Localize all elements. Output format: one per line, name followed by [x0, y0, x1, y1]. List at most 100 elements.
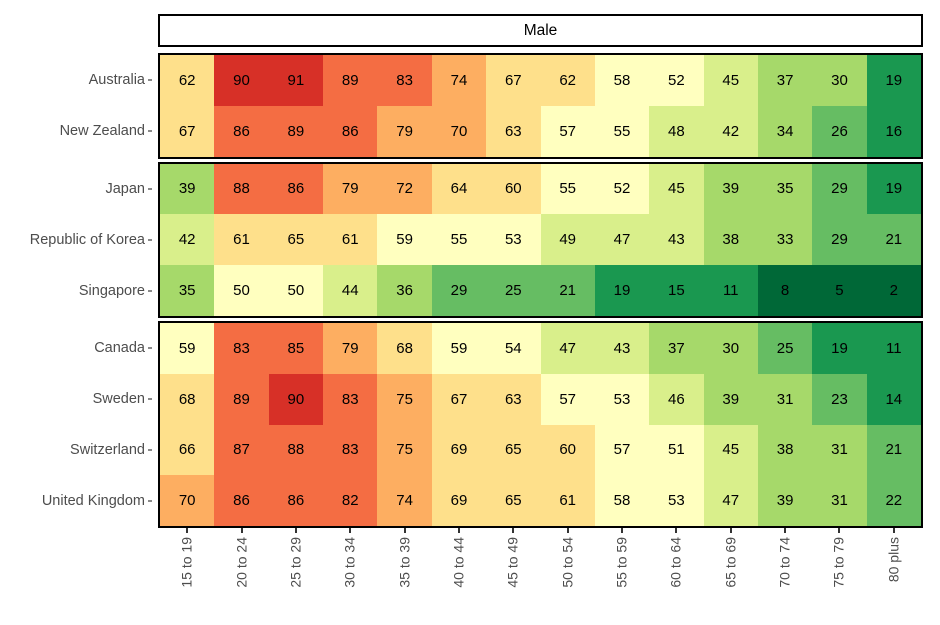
- row-label: Canada: [94, 340, 145, 357]
- heatmap-cell: 22: [866, 475, 921, 527]
- x-axis-label: 45 to 49: [504, 537, 521, 588]
- x-axis-label: 65 to 69: [722, 537, 739, 588]
- x-axis-label: 75 to 79: [831, 537, 848, 588]
- heatmap-cell: 19: [812, 322, 867, 374]
- x-axis-label: 35 to 39: [396, 537, 413, 588]
- heatmap-cell: 42: [703, 105, 758, 157]
- heatmap-cell: 58: [594, 55, 650, 106]
- heatmap-cell: 39: [160, 163, 215, 215]
- heatmap-cell: 55: [594, 105, 650, 157]
- heatmap-cell: 39: [757, 475, 813, 527]
- y-axis-tick: [148, 347, 152, 350]
- row-label-container: Canada: [2, 323, 156, 374]
- label-group-0: Australia New Zealand: [0, 53, 158, 159]
- heatmap-cell: 67: [486, 55, 541, 106]
- x-axis-label: 80 plus: [885, 537, 902, 583]
- heatmap-cell: 75: [377, 373, 432, 425]
- x-axis-tick: [240, 528, 243, 534]
- heatmap-cell: 11: [866, 322, 921, 374]
- heatmap-cell: 25: [486, 265, 541, 316]
- x-axis-tick: [294, 528, 297, 534]
- heatmap-cell: 19: [866, 55, 921, 106]
- x-axis-label: 30 to 34: [341, 537, 358, 588]
- y-axis-tick: [148, 398, 152, 401]
- heatmap-panels: 62 90 91 89 83 74 67 62 58 52 45 37 30 19 67 86 89 86 79 70…: [158, 53, 923, 531]
- heatmap-cell: 70: [160, 475, 215, 527]
- heatmap-cell: 23: [812, 373, 867, 425]
- heatmap-cell: 57: [540, 105, 595, 157]
- heatmap-cell: 89: [323, 55, 378, 106]
- heatmap-cell: 51: [649, 424, 704, 476]
- x-axis-tick: [675, 528, 678, 534]
- heatmap-cell: 79: [323, 163, 378, 215]
- heatmap-cell: 62: [160, 55, 215, 106]
- heatmap-cell: 42: [160, 214, 215, 266]
- row-label-container: Switzerland: [2, 425, 156, 476]
- heatmap-cell: 49: [540, 214, 595, 266]
- heatmap-cell: 83: [323, 373, 378, 425]
- heatmap-cell: 38: [757, 424, 813, 476]
- row-label-container: Australia: [2, 55, 156, 106]
- facet-panel-2: 59 83 85 79 68 59 54 47 43 37 30 25 19 11 68 89 90 83 75 67…: [158, 320, 923, 529]
- y-axis-tick: [148, 187, 152, 190]
- heatmap-cell: 90: [268, 373, 324, 425]
- x-axis-label: 50 to 54: [559, 537, 576, 588]
- heatmap-cell: 83: [377, 55, 432, 106]
- heatmap-cell: 90: [214, 55, 269, 106]
- heatmap-cell: 72: [377, 163, 432, 215]
- heatmap-cell: 59: [431, 322, 487, 374]
- y-axis-tick: [148, 499, 152, 502]
- row-label: Japan: [105, 180, 145, 197]
- x-axis-tick: [512, 528, 515, 534]
- heatmap-cell: 47: [540, 322, 595, 374]
- facet-strip-label: Male: [523, 21, 558, 39]
- x-axis-label: 25 to 29: [287, 537, 304, 588]
- heatmap-cell: 61: [323, 214, 378, 266]
- heatmap-cell: 61: [214, 214, 269, 266]
- heatmap-cell: 85: [268, 322, 324, 374]
- heatmap-cell: 70: [431, 105, 487, 157]
- heatmap-cell: 60: [540, 424, 595, 476]
- heatmap-cell: 44: [323, 265, 378, 316]
- heatmap-cell: 21: [866, 214, 921, 266]
- x-axis-tick: [566, 528, 569, 534]
- row-label-container: Sweden: [2, 374, 156, 425]
- heatmap-cell: 29: [431, 265, 487, 316]
- heatmap-cell: 47: [594, 214, 650, 266]
- x-axis-tick: [838, 528, 841, 534]
- heatmap-cell: 65: [268, 214, 324, 266]
- heatmap-cell: 53: [486, 214, 541, 266]
- heatmap-cell: 30: [812, 55, 867, 106]
- facet-strip-male: Male: [158, 14, 923, 47]
- x-axis-label: 40 to 44: [450, 537, 467, 588]
- heatmap-row: 67 86 89 86 79 70 63 57 55 48 42 34 26 16: [160, 105, 921, 157]
- heatmap-cell: 35: [757, 163, 813, 215]
- heatmap-row: 59 83 85 79 68 59 54 47 43 37 30 25 19 11: [160, 322, 921, 374]
- heatmap-cell: 65: [486, 424, 541, 476]
- heatmap-cell: 58: [594, 475, 650, 527]
- heatmap-cell: 68: [377, 322, 432, 374]
- heatmap-cell: 53: [649, 475, 704, 527]
- heatmap-cell: 14: [866, 373, 921, 425]
- heatmap-cell: 57: [540, 373, 595, 425]
- row-label: Switzerland: [70, 441, 145, 458]
- heatmap-row: 39 88 86 79 72 64 60 55 52 45 39 35 29 19: [160, 163, 921, 215]
- heatmap-cell: 31: [757, 373, 813, 425]
- heatmap-cell: 37: [649, 322, 704, 374]
- heatmap-cell: 75: [377, 424, 432, 476]
- row-label: Australia: [88, 72, 145, 89]
- row-label: Sweden: [92, 391, 145, 408]
- x-axis-label: 15 to 19: [178, 537, 195, 588]
- heatmap-cell: 5: [812, 265, 867, 316]
- heatmap-row: 42 61 65 61 59 55 53 49 47 43 38 33 29 21: [160, 214, 921, 266]
- y-axis-tick: [148, 130, 152, 133]
- heatmap-cell: 59: [377, 214, 432, 266]
- heatmap-cell: 60: [486, 163, 541, 215]
- heatmap-cell: 83: [323, 424, 378, 476]
- heatmap-row: 68 89 90 83 75 67 63 57 53 46 39 31 23 14: [160, 373, 921, 425]
- heatmap-cell: 86: [268, 475, 324, 527]
- heatmap-cell: 86: [268, 163, 324, 215]
- row-label: United Kingdom: [41, 492, 145, 509]
- heatmap-cell: 30: [703, 322, 758, 374]
